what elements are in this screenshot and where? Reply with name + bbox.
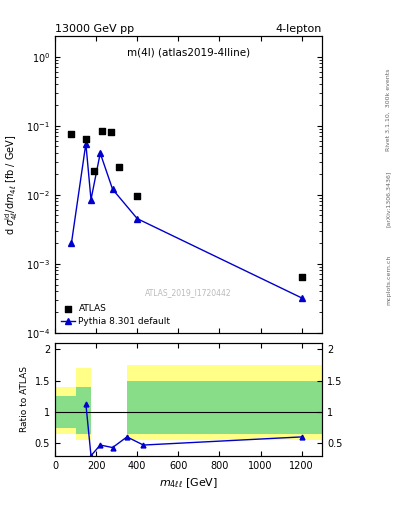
- Text: mcplots.cern.ch: mcplots.cern.ch: [386, 254, 391, 305]
- Pythia 8.301 default: [69, 240, 74, 246]
- Y-axis label: Ratio to ATLAS: Ratio to ATLAS: [20, 367, 29, 432]
- X-axis label: $m_{4\ell\ell}$ [GeV]: $m_{4\ell\ell}$ [GeV]: [159, 476, 218, 490]
- Bar: [75, 387, 91, 434]
- Text: m(4l) (atlas2019-4lline): m(4l) (atlas2019-4lline): [127, 48, 250, 58]
- ATLAS: [107, 129, 114, 137]
- Text: ATLAS_2019_I1720442: ATLAS_2019_I1720442: [145, 288, 232, 297]
- Text: Rivet 3.1.10,  300k events: Rivet 3.1.10, 300k events: [386, 69, 391, 152]
- Pythia 8.301 default: [135, 216, 140, 222]
- Legend: ATLAS, Pythia 8.301 default: ATLAS, Pythia 8.301 default: [59, 302, 172, 328]
- ATLAS: [91, 167, 97, 175]
- Pythia 8.301 default: [98, 150, 103, 156]
- ATLAS: [68, 130, 75, 138]
- Pythia 8.301 default: [89, 197, 94, 203]
- Text: 4-lepton: 4-lepton: [276, 24, 322, 34]
- Bar: [127, 380, 322, 434]
- ATLAS: [299, 272, 305, 281]
- ATLAS: [99, 126, 105, 135]
- Pythia 8.301 default: [299, 295, 304, 301]
- Text: 13000 GeV pp: 13000 GeV pp: [55, 24, 134, 34]
- Bar: [55, 396, 75, 428]
- ATLAS: [116, 163, 122, 172]
- Text: [arXiv:1306.3436]: [arXiv:1306.3436]: [386, 171, 391, 227]
- ATLAS: [83, 135, 89, 143]
- Bar: [55, 387, 75, 434]
- Pythia 8.301 default: [83, 140, 88, 146]
- Bar: [75, 368, 91, 440]
- Line: Pythia 8.301 default: Pythia 8.301 default: [69, 141, 305, 301]
- Pythia 8.301 default: [110, 186, 115, 193]
- ATLAS: [134, 192, 140, 200]
- Y-axis label: d $\sigma^{\rm id}_{\rm 4\ell}$/d$m_{\rm 4\ell}$ [fb / GeV]: d $\sigma^{\rm id}_{\rm 4\ell}$/d$m_{\rm…: [4, 134, 20, 234]
- Bar: [127, 365, 322, 440]
